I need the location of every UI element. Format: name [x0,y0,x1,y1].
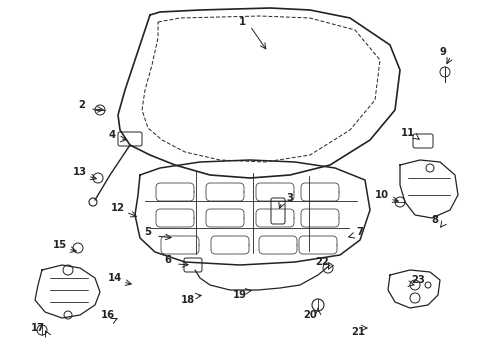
Text: 20: 20 [303,310,316,320]
Text: 4: 4 [108,130,115,140]
Text: 3: 3 [286,193,293,203]
Text: 17: 17 [31,323,45,333]
Text: 14: 14 [108,273,122,283]
Text: 19: 19 [232,290,246,300]
Text: 18: 18 [181,295,195,305]
Text: 1: 1 [238,17,245,27]
Text: 13: 13 [73,167,87,177]
Text: 12: 12 [111,203,125,213]
Text: 21: 21 [350,327,364,337]
Text: 10: 10 [374,190,388,200]
Text: 8: 8 [430,215,438,225]
Text: 11: 11 [400,128,414,138]
Text: 2: 2 [79,100,85,110]
Text: 9: 9 [439,47,446,57]
Text: 22: 22 [314,257,328,267]
Text: 6: 6 [164,255,171,265]
Text: 5: 5 [144,227,151,237]
Text: 15: 15 [53,240,67,250]
Text: 16: 16 [101,310,115,320]
Text: 23: 23 [410,275,424,285]
Text: 7: 7 [356,227,363,237]
